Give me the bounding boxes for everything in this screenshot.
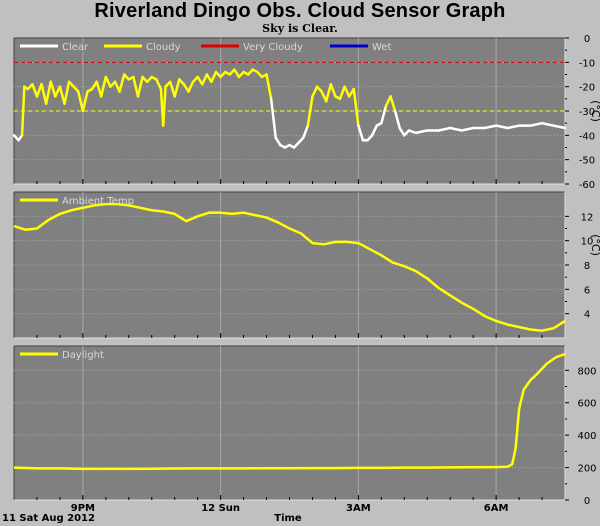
y-tick-label: 800 <box>577 366 596 377</box>
series-line-daylight <box>13 352 566 471</box>
sky-temp-segment <box>506 124 521 130</box>
y-tick-label: 0 <box>584 34 590 45</box>
y-tick-label: -30 <box>579 107 595 118</box>
sky-temp-segment <box>352 87 360 127</box>
graph-title: Riverland Dingo Obs. Cloud Sensor Graph <box>94 0 506 22</box>
sky-temp-segment <box>233 68 241 79</box>
sky-temp-segment <box>265 73 271 88</box>
legend-label: Daylight <box>62 350 104 361</box>
y-tick-label: -40 <box>579 131 595 142</box>
sky-temp-segment <box>448 126 463 132</box>
y-tick-label: 12 <box>581 212 594 223</box>
sky-temp-segment <box>104 75 112 88</box>
y-tick-label: 8 <box>584 261 590 272</box>
sky-temp-segment <box>529 121 544 127</box>
y-tick-label: 6 <box>584 285 590 296</box>
sky-temp-segment <box>329 82 337 98</box>
sky-temp-segment <box>306 95 314 127</box>
sky-temp-segment <box>274 136 282 147</box>
legend-label-very-cloudy: Very Cloudy <box>243 42 303 53</box>
y-tick-label: 400 <box>577 431 596 442</box>
sky-temp-segment <box>414 129 429 135</box>
y-axis-unit-label: (°C) <box>589 234 600 256</box>
sky-temp-segment <box>338 85 346 101</box>
sky-temp-segment <box>437 126 452 132</box>
plot-area-3 <box>14 346 565 500</box>
x-tick-label: 6AM <box>484 503 509 514</box>
sky-temp-segment <box>44 80 52 105</box>
sky-temp-segment <box>81 90 89 113</box>
sky-temp-segment <box>494 124 509 130</box>
sky-temp-segment <box>210 70 218 84</box>
sky-temp-segment <box>49 80 57 98</box>
sky-temp-segment <box>155 78 163 91</box>
sky-temp-segment <box>302 124 310 140</box>
sky-temp-segment <box>77 90 85 113</box>
sky-temp-segment <box>20 85 26 137</box>
sky-temp-segment <box>398 126 406 137</box>
y-tick-label: -10 <box>579 58 595 69</box>
y-tick-label: -50 <box>579 156 595 167</box>
sky-temp-segment <box>161 85 167 127</box>
sky-temp-segment <box>460 126 475 132</box>
x-tick-label: 3AM <box>346 503 371 514</box>
sky-temp-segment <box>343 85 351 98</box>
sky-temp-segment <box>267 85 273 101</box>
y-tick-label: 200 <box>577 464 596 475</box>
y-tick-label: 600 <box>577 399 596 410</box>
y-tick-label: 4 <box>584 310 590 321</box>
sky-temp-segment <box>201 73 209 86</box>
y-tick-label: -60 <box>579 180 595 191</box>
sky-temp-segment <box>393 109 401 130</box>
y-axis-unit-label: (°C) <box>589 100 600 122</box>
sky-status-text: Sky is Clear. <box>262 22 338 35</box>
sky-temp-segment <box>357 124 365 142</box>
legend-label-cloudy: Cloudy <box>146 42 181 53</box>
y-tick-label: 0 <box>584 496 590 507</box>
sky-temp-segment <box>99 75 108 98</box>
sky-temp-segment <box>540 121 555 127</box>
sky-temp-segment <box>311 85 319 98</box>
legend-label-clear: Clear <box>62 42 89 53</box>
sky-temp-segment <box>136 75 144 98</box>
sky-temp-segment <box>31 82 39 98</box>
sky-temp-segment <box>380 104 388 125</box>
legend-label: Ambient Temp <box>62 196 134 207</box>
sky-temp-segment <box>95 80 103 98</box>
sky-temp-segment <box>58 85 66 105</box>
sky-temp-segment <box>552 124 567 130</box>
x-tick-label: 9PM <box>71 503 95 514</box>
x-tick-label: 12 Sun <box>201 503 240 514</box>
sky-temp-segment <box>168 80 176 98</box>
footer-date: 11 Sat Aug 2012 <box>2 513 95 524</box>
x-axis-label: Time <box>274 513 302 524</box>
sky-temp-segment <box>370 124 378 137</box>
sky-temp-segment <box>324 82 333 103</box>
sky-temp-segment <box>63 80 71 105</box>
sky-temp-segment <box>389 95 397 113</box>
sky-temp-segment <box>132 75 140 98</box>
series-line-ambient-temp <box>13 202 566 332</box>
y-tick-label: 10 <box>581 237 594 248</box>
sky-temp-segment <box>483 124 498 130</box>
sky-temp-segment <box>269 97 277 140</box>
sky-temp-segment <box>118 73 126 93</box>
sky-temp-segment <box>173 78 181 98</box>
sky-temp-segment <box>40 82 48 105</box>
legend-label-wet: Wet <box>372 42 391 53</box>
sky-temp-segment <box>187 80 195 93</box>
y-tick-label: -20 <box>579 83 595 94</box>
